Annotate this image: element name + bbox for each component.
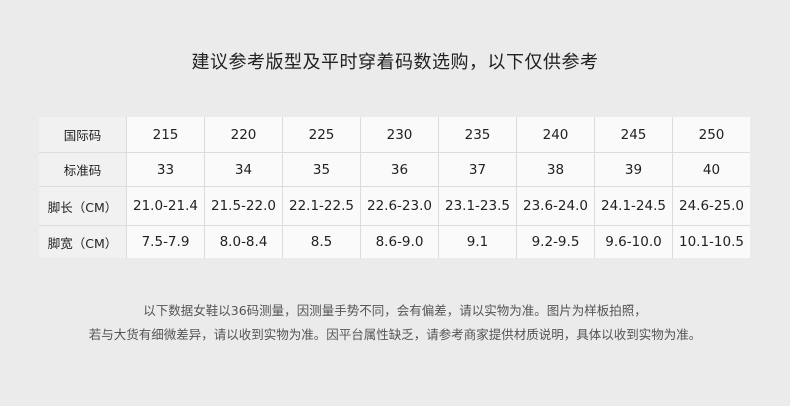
table-cell: 9.6-10.0 <box>594 225 673 258</box>
table-cell: 10.1-10.5 <box>672 225 750 258</box>
note-line-1: 以下数据女鞋以36码测量，因测量手势不同，会有偏差，请以实物为准。图片为样板拍照… <box>143 303 647 318</box>
table-cell: 9.2-9.5 <box>516 225 595 258</box>
table-cell: 23.1-23.5 <box>438 186 517 226</box>
table-cell: 23.6-24.0 <box>516 186 595 226</box>
table-cell: 38 <box>516 152 595 187</box>
table-cell: 245 <box>594 117 673 153</box>
note-line-2: 若与大货有细微差异，请以收到实物为准。因平台属性缺乏，请参考商家提供材质说明，具… <box>88 327 702 342</box>
table-cell: 36 <box>360 152 439 187</box>
table-cell: 22.1-22.5 <box>282 186 361 226</box>
table-cell: 240 <box>516 117 595 153</box>
table-cell: 8.5 <box>282 225 361 258</box>
table-cell: 225 <box>282 117 361 153</box>
table-cell: 24.1-24.5 <box>594 186 673 226</box>
table-cell: 215 <box>126 117 205 153</box>
table-cell: 21.0-21.4 <box>126 186 205 226</box>
table-cell: 40 <box>672 152 750 187</box>
table-cell: 7.5-7.9 <box>126 225 205 258</box>
page-title: 建议参考版型及平时穿着码数选购，以下仅供参考 <box>191 52 599 73</box>
table-cell: 39 <box>594 152 673 187</box>
table-cell: 37 <box>438 152 517 187</box>
row-header: 脚长（CM） <box>39 186 127 226</box>
row-header: 国际码 <box>39 117 127 153</box>
row-header: 标准码 <box>39 152 127 187</box>
table-cell: 24.6-25.0 <box>672 186 750 226</box>
table-cell: 8.6-9.0 <box>360 225 439 258</box>
row-header: 脚宽（CM） <box>39 225 127 258</box>
table-cell: 250 <box>672 117 750 153</box>
table-cell: 34 <box>204 152 283 187</box>
table-row: 国际码 215 220 225 230 235 240 245 250 <box>39 117 750 153</box>
table-cell: 230 <box>360 117 439 153</box>
table-cell: 35 <box>282 152 361 187</box>
table-row: 标准码 33 34 35 36 37 38 39 40 <box>39 152 750 187</box>
table-cell: 33 <box>126 152 205 187</box>
table-row: 脚长（CM） 21.0-21.4 21.5-22.0 22.1-22.5 22.6-23… <box>39 186 750 226</box>
table-row: 脚宽（CM） 7.5-7.9 8.0-8.4 8.5 8.6-9.0 9.1 9.2-9.5… <box>39 225 750 258</box>
table-cell: 21.5-22.0 <box>204 186 283 226</box>
table-cell: 9.1 <box>438 225 517 258</box>
size-chart-table: 国际码 215 220 225 230 235 240 245 250 标准码 33 34 35 36 37… <box>39 117 750 258</box>
table-cell: 235 <box>438 117 517 153</box>
table-cell: 220 <box>204 117 283 153</box>
table-cell: 22.6-23.0 <box>360 186 439 226</box>
table-cell: 8.0-8.4 <box>204 225 283 258</box>
